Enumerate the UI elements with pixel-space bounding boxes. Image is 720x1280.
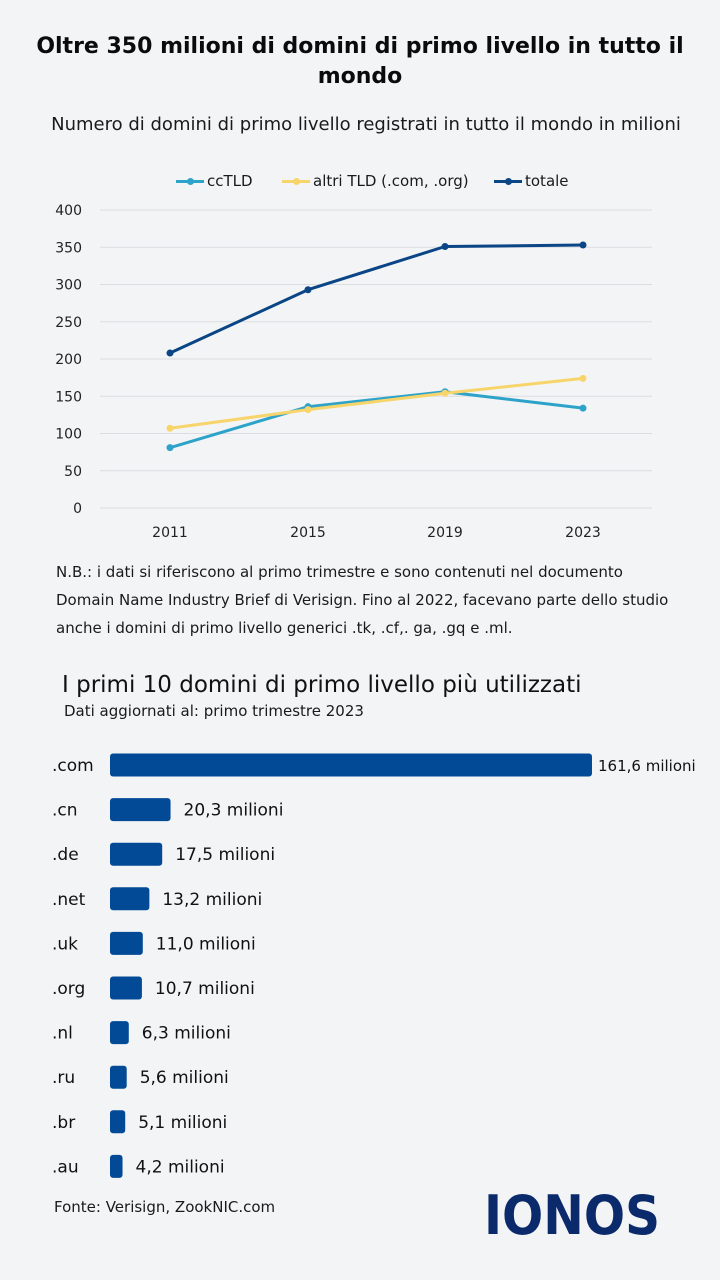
footnote: N.B.: i dati si riferiscono al primo tri…	[56, 563, 669, 637]
x-tick-label: 2015	[290, 525, 326, 541]
data-point-cctld	[579, 404, 587, 412]
bar-value-label: 4,2 milioni	[136, 1157, 225, 1177]
bar-category-label: .net	[52, 890, 86, 910]
x-tick-label: 2011	[152, 525, 188, 541]
x-tick-label: 2023	[565, 525, 601, 541]
bar	[110, 1154, 123, 1178]
series-line-totale	[169, 243, 584, 355]
y-tick-label: 350	[55, 240, 82, 256]
bar-category-label: .au	[52, 1157, 79, 1177]
bar-value-label: 17,5 milioni	[175, 845, 275, 865]
y-tick-label: 300	[55, 278, 82, 294]
data-point-altri	[304, 406, 312, 414]
series-line-altri	[169, 376, 584, 430]
ionos-logo: IONOS	[484, 1186, 660, 1242]
data-point-altri	[441, 389, 449, 397]
bar-value-label: 5,1 milioni	[138, 1113, 227, 1133]
chart-title: Oltre 350 milioni di domini di primo liv…	[36, 34, 684, 89]
legend-label-totale: totale	[525, 172, 569, 190]
bar	[110, 976, 142, 1000]
legend-swatch-altri	[282, 178, 310, 185]
logo-text: IONOS	[484, 1186, 660, 1242]
bar	[110, 931, 143, 955]
bar-value-label: 13,2 milioni	[162, 890, 262, 910]
bar-category-label: .cn	[52, 801, 78, 821]
series-line-cctld	[169, 390, 584, 450]
bar-value-label: 10,7 milioni	[155, 979, 255, 999]
legend-label-altri: altri TLD (.com, .org)	[313, 172, 469, 190]
chart-subtitle: Numero di domini di primo livello regist…	[51, 114, 681, 135]
bar-value-label: 6,3 milioni	[142, 1024, 231, 1044]
legend: ccTLD altri TLD (.com, .org) totale	[0, 170, 720, 194]
bar-value-label: 20,3 milioni	[184, 801, 284, 821]
x-tick-label: 2019	[427, 525, 463, 541]
bar-value-label: 161,6 milioni	[598, 757, 696, 775]
bar	[110, 842, 163, 866]
data-point-totale	[166, 349, 174, 357]
data-point-totale	[441, 243, 449, 251]
data-point-altri	[166, 424, 174, 432]
bar-category-label: .uk	[52, 934, 78, 954]
bar	[110, 1110, 126, 1134]
bar-value-label: 5,6 milioni	[140, 1068, 229, 1088]
bar-chart-subtitle: Dati aggiornati al: primo trimestre 2023	[64, 702, 364, 720]
bar-category-label: .br	[52, 1113, 75, 1133]
data-point-totale	[579, 241, 587, 249]
data-point-cctld	[166, 444, 174, 452]
y-tick-label: 50	[64, 464, 82, 480]
bar	[110, 887, 150, 911]
legend-label-cctld: ccTLD	[207, 172, 253, 190]
y-tick-label: 200	[55, 352, 82, 368]
bar-category-label: .nl	[52, 1024, 73, 1044]
bar	[110, 798, 171, 822]
y-tick-label: 0	[73, 501, 82, 517]
y-tick-label: 250	[55, 315, 82, 331]
bar-category-label: .de	[52, 845, 79, 865]
bar-chart-title: I primi 10 domini di primo livello più u…	[62, 672, 582, 698]
bar-chart: .com 161,6 milioni .cn 20,3 milioni .de 17,5 …	[52, 753, 696, 1178]
y-tick-label: 150	[55, 389, 82, 405]
bar-category-label: .com	[52, 756, 94, 776]
bar-value-label: 11,0 milioni	[156, 934, 256, 954]
bar	[110, 1021, 129, 1045]
bar-category-label: .org	[52, 979, 85, 999]
data-point-totale	[304, 286, 312, 294]
line-chart: 0 50 100 150 200 250 300 350 400 2011 2015 2019 2023	[55, 203, 652, 541]
source-note: Fonte: Verisign, ZookNIC.com	[54, 1198, 276, 1216]
legend-swatch-cctld	[176, 178, 204, 185]
y-tick-label: 100	[55, 427, 82, 443]
bar	[110, 753, 592, 777]
bar-category-label: .ru	[52, 1068, 75, 1088]
y-tick-label: 400	[55, 203, 82, 219]
legend-swatch-totale	[494, 178, 522, 185]
data-point-altri	[579, 374, 587, 382]
bar	[110, 1065, 127, 1089]
